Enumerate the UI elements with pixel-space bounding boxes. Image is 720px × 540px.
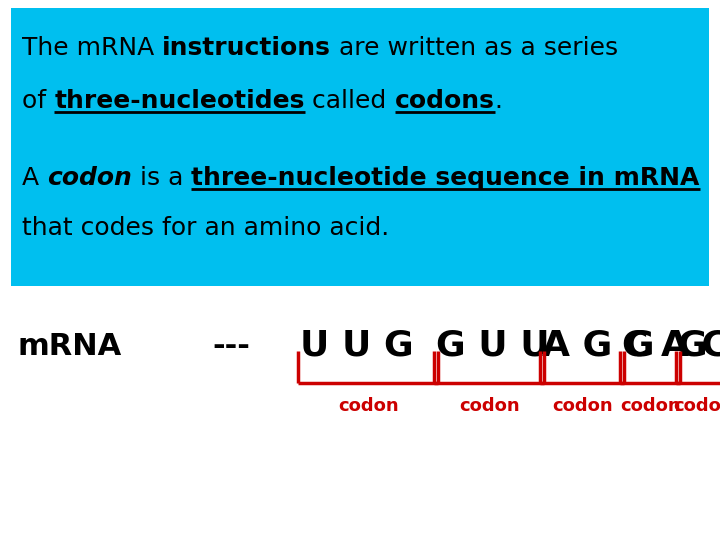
Text: codons: codons	[395, 89, 495, 113]
Bar	[11, 8, 709, 286]
Text: codon: codon	[338, 397, 399, 415]
Text: codon: codon	[552, 397, 613, 415]
Text: are written as a series: are written as a series	[331, 36, 618, 60]
Text: .: .	[495, 89, 503, 113]
Text: three-nucleotide sequence in mRNA: three-nucleotide sequence in mRNA	[192, 166, 700, 190]
Text: codon: codon	[673, 397, 720, 415]
Text: G G A: G G A	[678, 328, 720, 362]
Text: codon: codon	[620, 397, 680, 415]
Text: G U U: G U U	[436, 328, 550, 362]
Text: A: A	[22, 166, 47, 190]
Text: codon: codon	[459, 397, 519, 415]
Text: The mRNA: The mRNA	[22, 36, 162, 60]
Text: that codes for an amino acid.: that codes for an amino acid.	[22, 216, 390, 240]
Text: is a: is a	[132, 166, 192, 190]
Text: A G G: A G G	[542, 328, 654, 362]
Text: mRNA: mRNA	[18, 332, 122, 361]
Text: called: called	[305, 89, 395, 113]
Text: of: of	[22, 89, 54, 113]
Text: codon: codon	[47, 166, 132, 190]
Text: ---: ---	[212, 332, 250, 361]
Text: three-nucleotides: three-nucleotides	[54, 89, 305, 113]
Text: U U G: U U G	[300, 328, 414, 362]
Text: instructions: instructions	[162, 36, 331, 60]
Text: C A C: C A C	[622, 328, 720, 362]
